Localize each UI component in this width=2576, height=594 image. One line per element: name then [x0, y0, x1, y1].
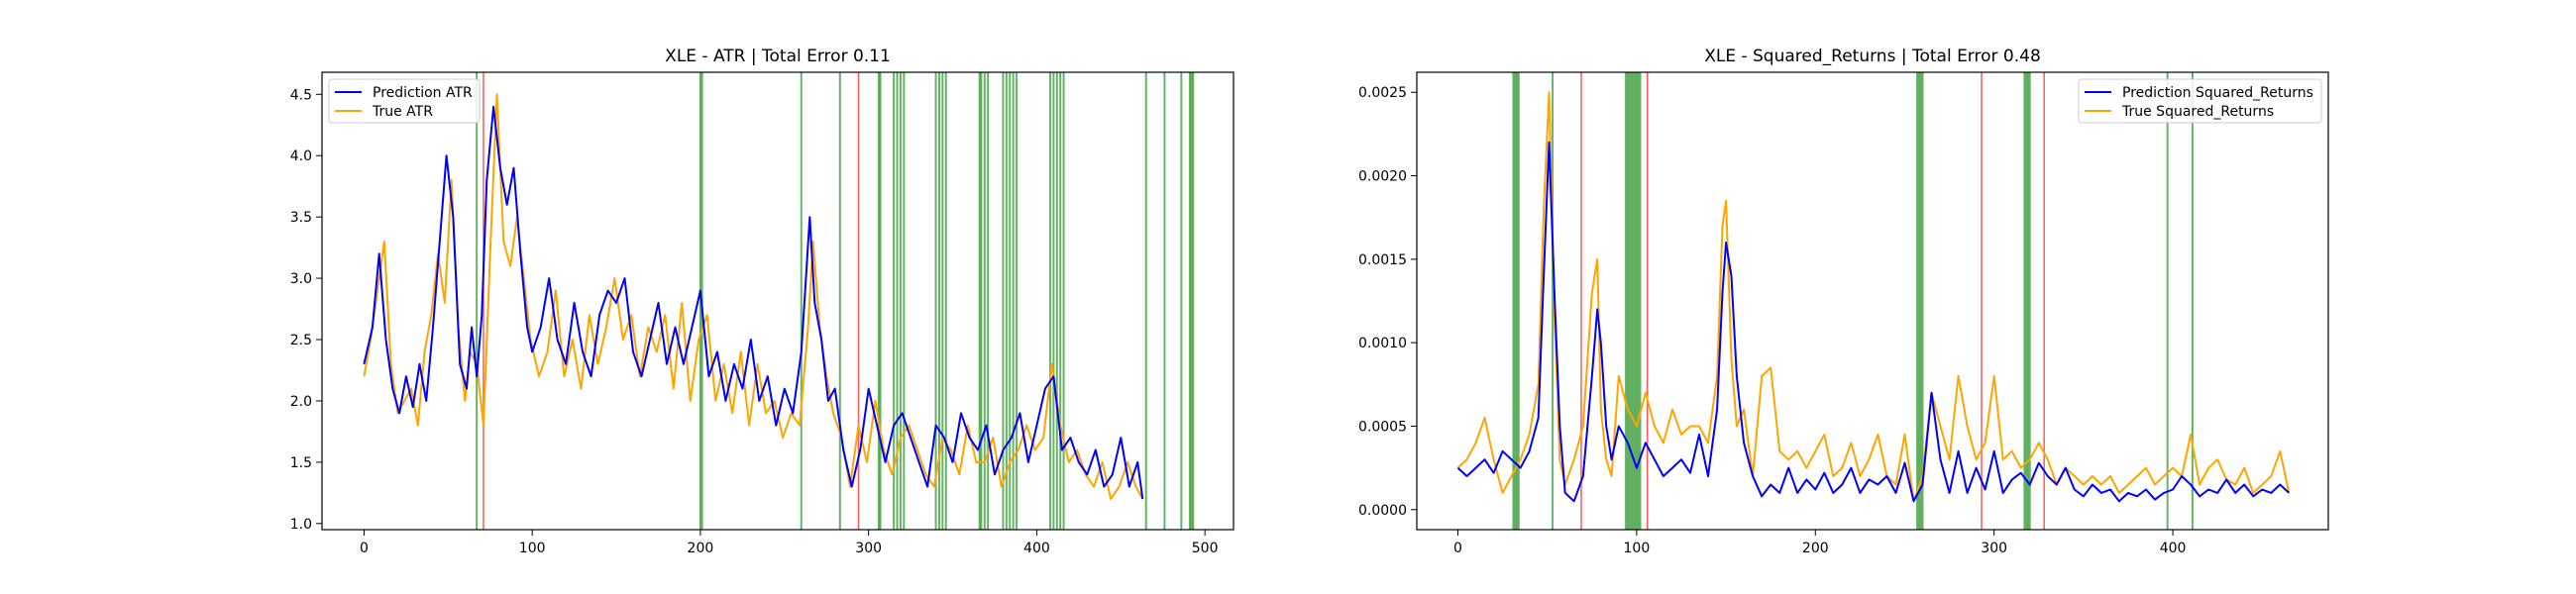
- x-tick-label: 500: [1192, 541, 1219, 556]
- plot-frame: [1416, 71, 2329, 531]
- y-tick-label: 0.0000: [1358, 503, 1407, 519]
- y-tick-label: 1.5: [290, 455, 312, 471]
- x-tick-label: 200: [1802, 541, 1829, 556]
- x-tick-label: 0: [1453, 541, 1462, 556]
- x-axis: 0 100 200 300 400: [1453, 530, 2186, 556]
- x-axis: 0 100 200 300 400 500: [360, 530, 1219, 556]
- y-tick-label: 2.5: [290, 333, 312, 348]
- y-axis: 0.0000 0.0005 0.0010 0.0015 0.0020 0.0025: [1358, 85, 1417, 519]
- chart-squared-returns: XLE - Squared_Returns | Total Error 0.48…: [1358, 47, 2329, 556]
- series-line-true: [1456, 91, 2291, 503]
- legend: Prediction Squared_Returns True Squared_…: [2078, 78, 2322, 124]
- y-tick-label: 0.0015: [1358, 252, 1407, 268]
- y-tick-label: 3.0: [290, 271, 312, 287]
- x-tick-label: 400: [1023, 541, 1050, 556]
- chart-title: XLE - ATR | Total Error 0.11: [665, 47, 891, 66]
- y-tick-label: 0.0020: [1358, 169, 1407, 185]
- series-lines: [1456, 91, 2291, 503]
- plot-frame: [321, 71, 1234, 531]
- legend-box: [2078, 78, 2322, 124]
- legend-box: [328, 78, 481, 124]
- y-tick-label: 4.0: [290, 148, 312, 164]
- chart-atr: XLE - ATR | Total Error 0.11 0 100 200 300 4…: [290, 47, 1234, 556]
- y-tick-label: 0.0025: [1358, 85, 1407, 101]
- x-tick-label: 300: [855, 541, 882, 556]
- chart-title: XLE - Squared_Returns | Total Error 0.48: [1704, 47, 2041, 66]
- y-tick-label: 1.0: [290, 517, 312, 533]
- x-tick-label: 100: [1624, 541, 1651, 556]
- series-line-true: [363, 93, 1144, 500]
- x-tick-label: 0: [360, 541, 369, 556]
- y-tick-label: 0.0010: [1358, 336, 1407, 351]
- legend-label-prediction: Prediction ATR: [373, 85, 473, 101]
- x-tick-label: 200: [688, 541, 714, 556]
- legend-label-prediction: Prediction Squared_Returns: [2122, 85, 2313, 101]
- legend-label-true: True ATR: [372, 104, 433, 120]
- x-tick-label: 300: [1981, 541, 2007, 556]
- y-tick-label: 0.0005: [1358, 419, 1407, 435]
- y-tick-label: 2.0: [290, 394, 312, 410]
- y-tick-label: 4.5: [290, 87, 312, 103]
- series-lines: [363, 93, 1144, 500]
- event-lines: [1512, 72, 2194, 530]
- y-axis: 1.0 1.5 2.0 2.5 3.0 3.5 4.0 4.5: [290, 87, 322, 533]
- y-tick-label: 3.5: [290, 210, 312, 226]
- legend: Prediction ATR True ATR: [328, 78, 481, 124]
- series-line-prediction: [1456, 141, 2290, 503]
- legend-label-true: True Squared_Returns: [2121, 104, 2274, 120]
- x-tick-label: 100: [519, 541, 546, 556]
- series-line-prediction: [363, 105, 1144, 500]
- x-tick-label: 400: [2160, 541, 2187, 556]
